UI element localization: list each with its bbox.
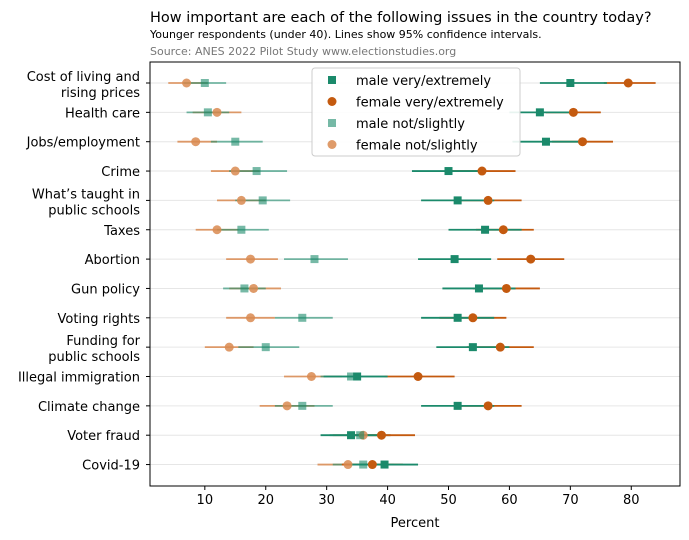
point-male-not-slightly <box>347 372 356 381</box>
x-tick-label: 70 <box>562 493 579 508</box>
chart-source: Source: ANES 2022 Pilot Study www.electi… <box>150 45 456 58</box>
x-axis: 10 20 30 40 50 60 70 80 <box>197 486 640 508</box>
y-tick-label: Voter fraud <box>67 429 140 444</box>
y-tick-label: Illegal immigration <box>18 371 140 386</box>
point-male-not-slightly <box>310 255 319 264</box>
x-axis-label: Percent <box>391 516 440 531</box>
legend-marker <box>328 119 336 127</box>
point-male-very-extremely <box>450 255 459 264</box>
point-female-not-slightly <box>182 78 192 88</box>
point-male-very-extremely <box>468 343 477 352</box>
y-tick-label: Climate change <box>38 400 140 415</box>
legend-label: female not/slightly <box>356 139 478 154</box>
point-female-not-slightly <box>246 254 256 264</box>
chart-title: How important are each of the following … <box>150 10 652 26</box>
legend-box <box>311 67 521 157</box>
x-tick-label: 50 <box>440 493 457 508</box>
point-male-very-extremely <box>453 401 462 410</box>
y-tick-label: Abortion <box>85 253 140 268</box>
legend-marker <box>327 97 337 106</box>
point-female-very-extremely <box>498 225 508 235</box>
point-female-not-slightly <box>282 401 292 411</box>
point-female-not-slightly <box>224 342 234 352</box>
point-male-very-extremely <box>481 225 490 234</box>
point-male-not-slightly <box>240 284 249 293</box>
legend-marker <box>327 140 337 149</box>
point-male-not-slightly <box>298 401 307 410</box>
chart-subtitle: Younger respondents (under 40). Lines sh… <box>149 28 542 41</box>
point-male-very-extremely <box>535 108 544 117</box>
y-axis: Cost of living and rising prices Health ca… <box>18 70 150 474</box>
point-female-very-extremely <box>501 283 511 293</box>
point-male-very-extremely <box>474 284 483 293</box>
point-male-not-slightly <box>203 108 212 117</box>
point-male-very-extremely <box>380 460 389 469</box>
point-male-very-extremely <box>353 372 362 381</box>
point-female-very-extremely <box>413 372 423 381</box>
x-tick-label: 80 <box>623 493 640 508</box>
x-tick-label: 10 <box>197 493 214 508</box>
legend-label: male not/slightly <box>356 117 465 132</box>
point-male-very-extremely <box>453 313 462 322</box>
y-tick-label: What’s taught in public schools <box>32 187 140 218</box>
point-female-not-slightly <box>236 195 246 205</box>
point-male-not-slightly <box>252 167 261 176</box>
point-male-not-slightly <box>356 431 365 440</box>
y-tick-label: Taxes <box>103 224 140 239</box>
point-male-very-extremely <box>566 79 575 87</box>
y-tick-label: Jobs/employment <box>26 136 140 151</box>
point-female-very-extremely <box>623 78 633 88</box>
point-female-very-extremely <box>495 342 505 352</box>
point-female-very-extremely <box>526 254 536 264</box>
point-female-not-slightly <box>249 283 259 293</box>
point-male-not-slightly <box>359 460 368 469</box>
point-male-very-extremely <box>541 137 550 146</box>
y-tick-label: Crime <box>101 165 140 180</box>
point-female-very-extremely <box>376 430 386 440</box>
y-tick-label: Voting rights <box>58 312 141 327</box>
point-female-not-slightly <box>343 460 353 470</box>
point-female-very-extremely <box>578 137 588 147</box>
point-female-not-slightly <box>230 166 240 176</box>
point-male-not-slightly <box>298 313 307 322</box>
y-tick-label: Funding for public schools <box>48 334 140 365</box>
point-male-not-slightly <box>200 79 209 87</box>
x-tick-label: 20 <box>257 493 274 508</box>
point-male-not-slightly <box>231 137 240 146</box>
point-female-not-slightly <box>306 372 316 381</box>
x-tick-label: 40 <box>379 493 396 508</box>
legend-label: female very/extremely <box>356 96 504 111</box>
legend-marker <box>328 76 336 84</box>
y-tick-label: Health care <box>65 106 140 121</box>
point-female-very-extremely <box>468 313 478 323</box>
point-female-not-slightly <box>191 137 201 147</box>
y-tick-label: Gun policy <box>71 282 140 297</box>
point-female-not-slightly <box>246 313 256 323</box>
plot-frame <box>149 61 681 487</box>
y-tick-label: Covid-19 <box>82 459 140 474</box>
point-female-very-extremely <box>477 166 487 176</box>
marker-layer <box>182 78 633 470</box>
point-female-very-extremely <box>483 195 493 205</box>
point-female-very-extremely <box>483 401 493 411</box>
x-tick-label: 60 <box>501 493 518 508</box>
point-female-not-slightly <box>212 225 222 235</box>
point-female-very-extremely <box>568 107 578 117</box>
y-tick-label: Cost of living and rising prices <box>27 70 141 101</box>
point-male-very-extremely <box>453 196 462 205</box>
point-male-very-extremely <box>444 167 453 176</box>
x-tick-label: 30 <box>318 493 335 508</box>
legend-label: male very/extremely <box>356 74 491 89</box>
point-male-not-slightly <box>261 343 270 352</box>
point-male-not-slightly <box>258 196 267 205</box>
point-female-very-extremely <box>367 460 377 470</box>
point-female-not-slightly <box>212 107 222 117</box>
legend: male very/extremely female very/extremely… <box>311 67 521 157</box>
point-male-not-slightly <box>237 225 246 234</box>
point-male-very-extremely <box>347 431 356 440</box>
